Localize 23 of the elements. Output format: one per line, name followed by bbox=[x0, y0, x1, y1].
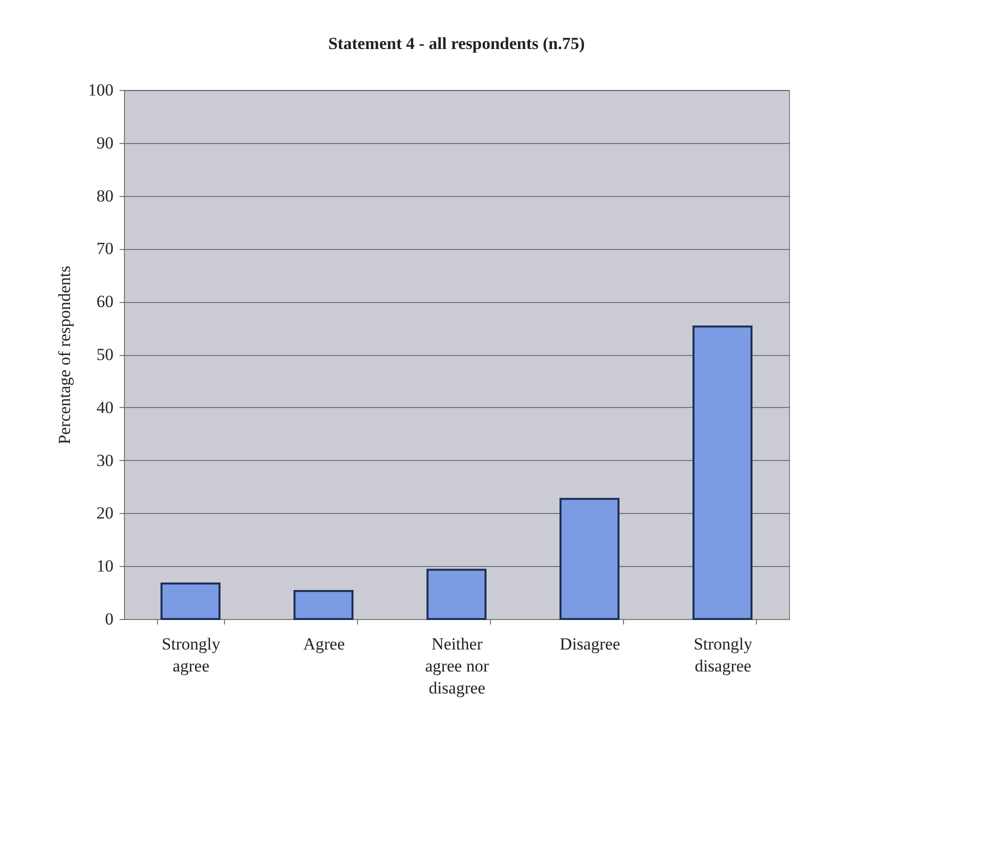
y-tick-label: 60 bbox=[96, 292, 114, 312]
x-tick-label: Strongly agree bbox=[162, 634, 221, 676]
x-tick-label: Neither agree nor disagree bbox=[425, 634, 490, 698]
x-tick-label: Strongly disagree bbox=[694, 634, 753, 676]
bar bbox=[294, 590, 354, 620]
chart-title: Statement 4 - all respondents (n.75) bbox=[328, 34, 585, 53]
y-tick-label: 80 bbox=[96, 186, 114, 206]
bar bbox=[560, 498, 620, 620]
y-axis-title: Percentage of respondents bbox=[55, 266, 74, 444]
x-tick-label: Disagree bbox=[560, 634, 620, 654]
y-tick-label: 70 bbox=[96, 239, 114, 258]
y-tick-label: 40 bbox=[96, 398, 114, 417]
bar bbox=[426, 568, 486, 620]
y-tick-label: 100 bbox=[88, 80, 114, 100]
y-tick-label: 50 bbox=[96, 345, 114, 364]
y-tick-label: 10 bbox=[96, 556, 114, 576]
y-tick-label: 0 bbox=[105, 610, 114, 628]
y-tick-label: 90 bbox=[96, 133, 114, 152]
y-tick-label: 30 bbox=[96, 450, 114, 470]
bar bbox=[692, 325, 752, 620]
y-tick-label: 20 bbox=[96, 504, 114, 523]
bar bbox=[160, 582, 220, 620]
x-tick-label: Agree bbox=[303, 634, 345, 654]
